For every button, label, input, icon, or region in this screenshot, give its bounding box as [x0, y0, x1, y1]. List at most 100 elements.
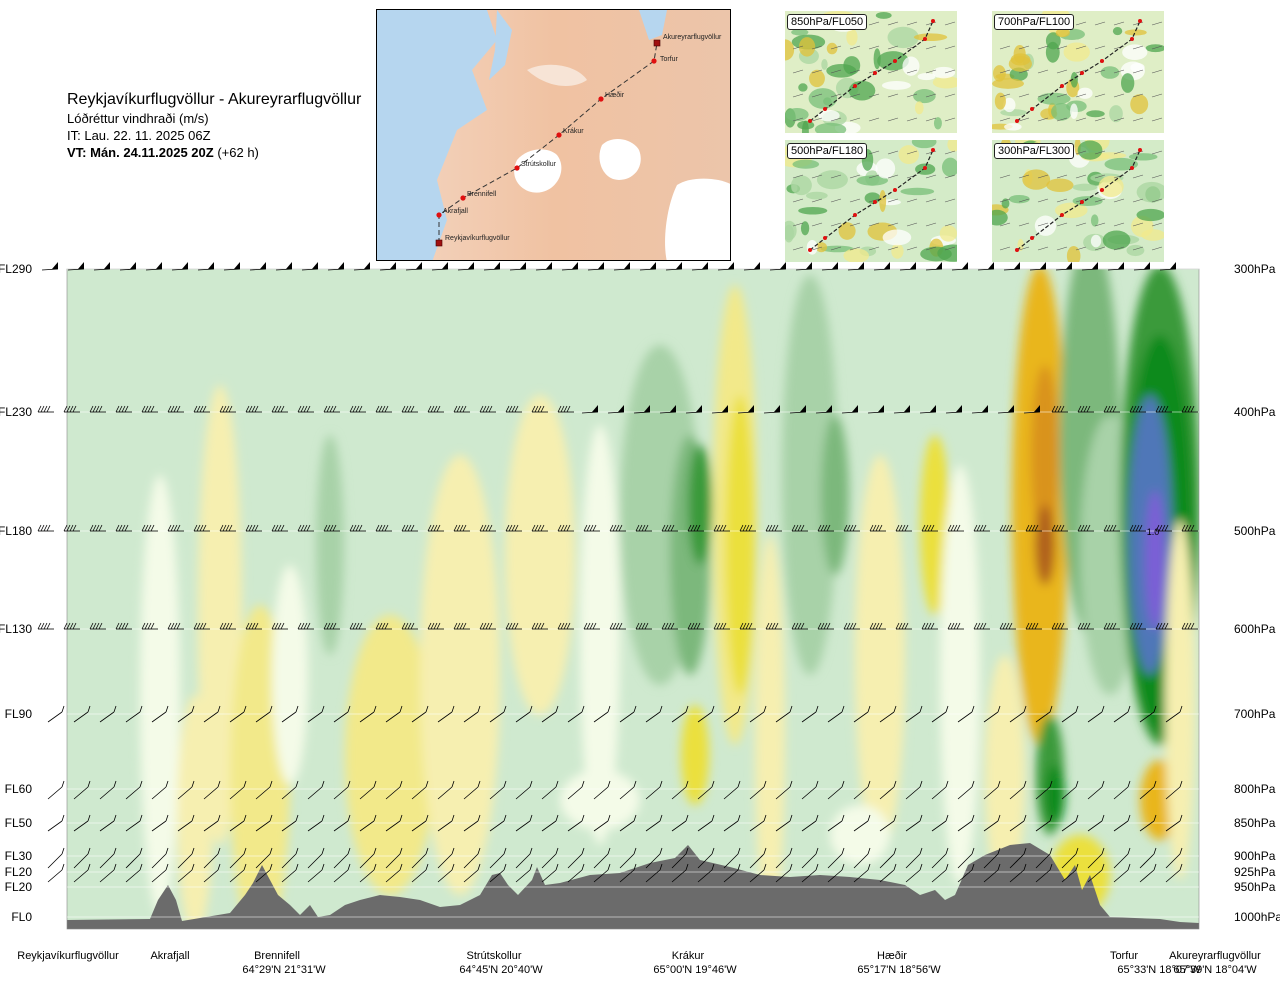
wind-barb — [661, 622, 678, 630]
inset-barb — [868, 93, 880, 98]
wind-barb — [645, 705, 663, 723]
inset-point — [1015, 248, 1019, 252]
wind-barb — [905, 863, 923, 883]
wind-barb — [125, 814, 143, 832]
inset-barb — [944, 21, 956, 26]
inset-barb — [999, 174, 1011, 179]
inset-barb — [1132, 222, 1144, 227]
inset-barb — [1132, 150, 1144, 155]
wind-barb — [957, 705, 975, 723]
inset-barb — [792, 45, 804, 50]
wind-barb — [1139, 863, 1157, 883]
field-region — [782, 275, 838, 675]
inset-barb — [1094, 69, 1106, 74]
inset-barb — [925, 45, 937, 50]
inset-field-patch — [801, 120, 809, 133]
wind-barb — [593, 814, 611, 832]
inset-barb — [1132, 69, 1144, 74]
route-map-svg: Akureyrarflugvöllur Torfur Hæðir Krákur Strú… — [377, 10, 730, 260]
wind-barb — [125, 847, 143, 869]
wind-barb — [89, 524, 106, 532]
wind-barb — [1181, 524, 1198, 532]
flight-level-label: FL20 — [5, 880, 33, 894]
wind-barb — [385, 847, 403, 869]
wind-barb — [1009, 780, 1027, 800]
wind-barb — [411, 780, 429, 800]
field-region — [345, 615, 435, 895]
inset-field-patch — [939, 225, 957, 242]
title-block: Reykjavíkurflugvöllur - Akureyrarflugvöl… — [67, 90, 387, 162]
field-region — [560, 770, 640, 830]
inset-barb — [1094, 174, 1106, 179]
inset-barb — [1113, 222, 1125, 227]
wind-barb — [323, 405, 340, 413]
inset-barb — [1094, 150, 1106, 155]
wind-barb — [93, 262, 111, 271]
wind-barb — [1035, 705, 1053, 723]
wind-barb — [971, 405, 989, 414]
wind-barb — [853, 863, 871, 883]
wind-barb — [1113, 780, 1131, 800]
inset-point — [923, 166, 927, 170]
inset-barb — [849, 174, 861, 179]
wind-barb — [47, 847, 65, 869]
inset-barb — [1018, 69, 1030, 74]
station-label: Krákur — [671, 950, 705, 962]
wind-barb — [607, 405, 625, 414]
wind-barb — [931, 863, 949, 883]
map-point-label: Akrafjall — [443, 208, 468, 215]
wind-barb — [1035, 847, 1053, 869]
wind-barb — [301, 262, 319, 271]
inset-barb — [925, 150, 937, 155]
flight-level-labels: FL290 FL230 FL180 FL130 FL90 FL60 FL50 FL30 FL20… — [0, 262, 32, 924]
terrain-layer — [67, 843, 1199, 929]
inset-barb — [868, 21, 880, 26]
inset-point — [853, 213, 857, 217]
wind-barb — [879, 863, 897, 883]
inset-barb — [1132, 21, 1144, 26]
wind-barb — [73, 863, 91, 883]
inset-barb — [906, 21, 918, 26]
wind-barb — [349, 524, 366, 532]
flight-level-label: FL90 — [5, 707, 33, 721]
wind-barb — [1113, 847, 1131, 869]
inset-barb — [1132, 246, 1144, 251]
wind-barb — [167, 622, 184, 630]
inset-barb — [925, 198, 937, 203]
field-region — [755, 535, 785, 929]
inset-barb — [868, 222, 880, 227]
field-region — [821, 415, 849, 575]
inset-field-patch — [898, 145, 919, 165]
wind-barb — [1009, 863, 1027, 883]
wind-barb — [997, 405, 1015, 414]
inset-field-patch — [1090, 234, 1102, 248]
inset-field-patch — [902, 56, 920, 76]
valid-time-main: VT: Mán. 24.11.2025 20Z — [67, 145, 214, 160]
pressure-label: 600hPa — [1234, 622, 1276, 636]
inset-field-patch — [914, 101, 924, 115]
pressure-label: 500hPa — [1234, 524, 1276, 538]
field-region — [920, 435, 950, 615]
map-point-label: Hæðir — [605, 91, 625, 99]
inset-barb — [1132, 93, 1144, 98]
wind-barb — [541, 863, 559, 883]
wind-barb — [255, 780, 273, 800]
inset-point — [1100, 59, 1104, 63]
field-region — [316, 435, 344, 655]
wind-barb — [203, 863, 221, 883]
wind-barb — [749, 780, 767, 800]
inset-point — [893, 188, 897, 192]
wind-barb — [177, 863, 195, 883]
inset-barb — [1151, 93, 1163, 98]
inset-barb — [1018, 117, 1030, 122]
station-label: Torfur — [1109, 950, 1139, 962]
field-region — [940, 465, 980, 885]
wind-barb — [853, 705, 871, 723]
flight-level-label: FL50 — [5, 816, 33, 830]
wind-barb — [827, 705, 845, 723]
wind-barb — [931, 780, 949, 800]
wind-barb — [437, 847, 455, 869]
wind-barb — [723, 863, 741, 883]
inset-barb — [999, 222, 1011, 227]
inset-barb — [830, 69, 842, 74]
